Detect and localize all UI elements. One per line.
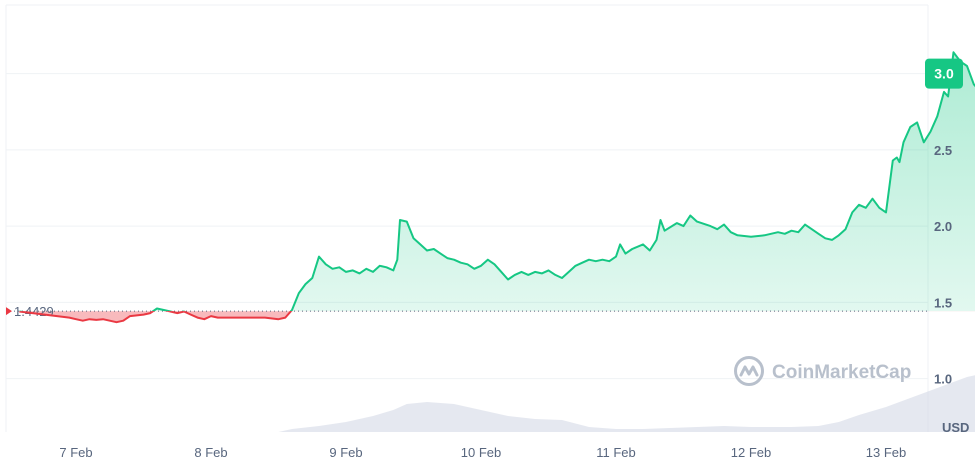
baseline-marker: 1.4429 (6, 304, 54, 319)
price-area (19, 52, 975, 323)
last-price-badge-bg (925, 58, 963, 89)
watermark: CoinMarketCap (734, 356, 911, 386)
x-axis-ticks: 7 Feb 8 Feb 9 Feb 10 Feb 11 Feb 12 Feb 13 Feb (59, 445, 906, 460)
price-line-up (19, 51, 975, 312)
x-tick-label: 13 Feb (866, 445, 906, 460)
x-tick-label: 7 Feb (59, 445, 92, 460)
volume-area (19, 375, 975, 432)
price-area-up (153, 52, 975, 312)
volume-bars (19, 375, 975, 432)
y-tick-label: 2.0 (934, 219, 952, 234)
y-tick-label: 1.0 (934, 372, 952, 387)
price-line-down (19, 311, 293, 324)
y-axis-unit: USD (942, 420, 969, 435)
x-tick-label: 8 Feb (194, 445, 227, 460)
price-area-down (19, 311, 975, 323)
y-tick-label: 1.5 (934, 295, 952, 310)
x-tick-label: 10 Feb (461, 445, 501, 460)
x-tick-label: 11 Feb (596, 445, 636, 460)
baseline-arrow-icon (6, 307, 12, 316)
coinmarketcap-logo-icon (734, 356, 764, 386)
y-tick-label: 2.5 (934, 143, 952, 158)
last-price-value: 3.0 (934, 66, 954, 82)
x-tick-label: 9 Feb (329, 445, 362, 460)
grid-lines (6, 73, 928, 380)
price-line (19, 51, 975, 324)
x-tick-label: 12 Feb (731, 445, 771, 460)
watermark-text: CoinMarketCap (772, 362, 911, 383)
last-price-badge: 3.0 (925, 58, 963, 89)
